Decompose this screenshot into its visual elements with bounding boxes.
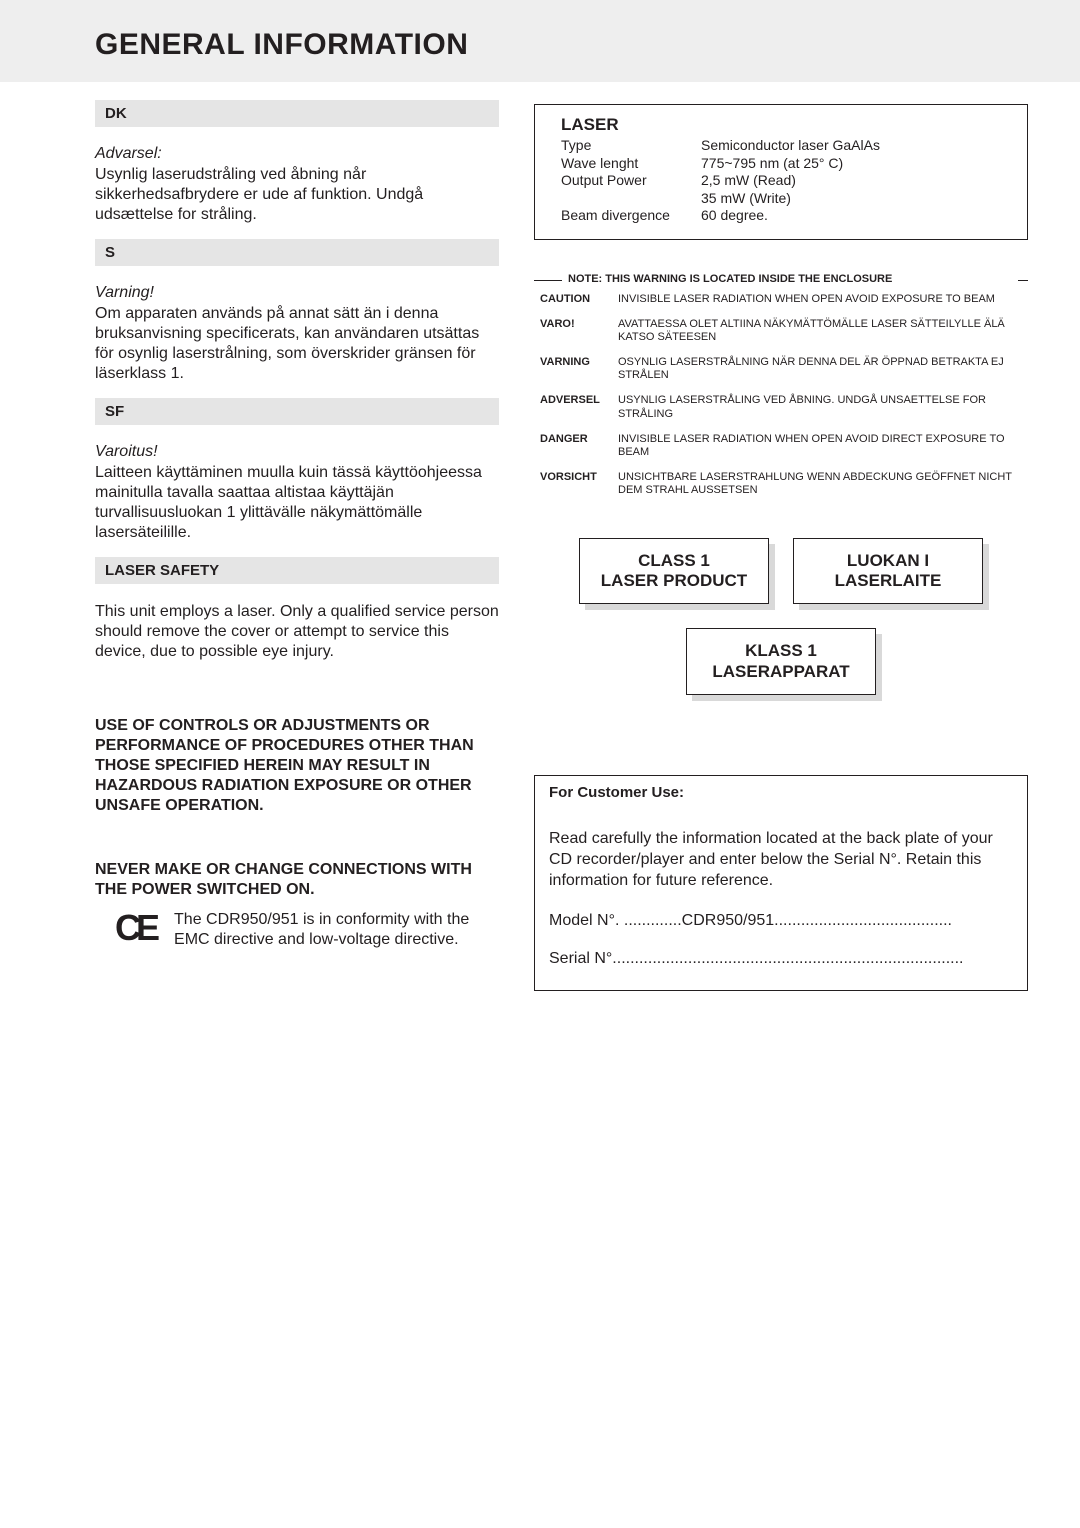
warn-text: USYNLIG LASERSTRÅLING VED ÅBNING. UNDGÅ … [618,394,1022,420]
klass-box: KLASS 1 LASERAPPARAT [686,628,876,695]
s-warning-title: Varning! [95,284,499,302]
class-labels-row1: CLASS 1 LASER PRODUCT LUOKAN I LASERLAIT… [534,538,1028,605]
warn-lang: DANGER [540,433,618,459]
enclosure-warning-box: NOTE: THIS WARNING IS LOCATED INSIDE THE… [534,280,1028,498]
luokan-line1: LUOKAN I [814,551,962,571]
class1-line1: CLASS 1 [600,551,748,571]
laser-value: 60 degree. [701,207,1009,225]
laser-label: Output Power [561,172,701,190]
sf-warning-body: Laitteen käyttäminen muulla kuin tässä k… [95,463,499,543]
luokan-box: LUOKAN I LASERLAITE [793,538,983,605]
laser-box: LASER TypeSemiconductor laser GaAlAs Wav… [534,104,1028,240]
laser-label: Wave lenght [561,155,701,173]
laser-value: Semiconductor laser GaAlAs [701,137,1009,155]
controls-warning: USE OF CONTROLS OR ADJUSTMENTS OR PERFOR… [95,716,499,816]
warn-lang: CAUTION [540,293,618,306]
laser-safety-header: LASER SAFETY [95,557,499,584]
laser-label: Type [561,137,701,155]
customer-use-box: For Customer Use: Read carefully the inf… [534,775,1028,990]
ce-mark-icon: C E [95,910,156,946]
enclosure-warning-title: NOTE: THIS WARNING IS LOCATED INSIDE THE… [562,273,1018,285]
customer-header: For Customer Use: [535,776,1027,811]
warn-lang: ADVERSEL [540,394,618,420]
warn-text: OSYNLIG LASERSTRÅLNING NÄR DENNA DEL ÄR … [618,356,1022,382]
sf-header: SF [95,398,499,425]
s-header: S [95,239,499,266]
laser-value: 2,5 mW (Read) [701,172,1009,190]
page-title: GENERAL INFORMATION [95,28,1080,62]
laser-label [561,190,701,208]
klass-line1: KLASS 1 [707,641,855,661]
right-column: LASER TypeSemiconductor laser GaAlAs Wav… [534,100,1028,991]
content: DK Advarsel: Usynlig laserudstråling ved… [0,100,1080,991]
warn-text: AVATTAESSA OLET ALTIINA NÄKYMÄTTÖMÄLLE L… [618,318,1022,344]
laser-label: Beam divergence [561,207,701,225]
klass-line2: LASERAPPARAT [707,662,855,682]
laser-safety-text: This unit employs a laser. Only a qualif… [95,602,499,662]
laser-value: 775~795 nm (at 25° C) [701,155,1009,173]
class-labels-row2: KLASS 1 LASERAPPARAT [534,628,1028,695]
serial-line: Serial N°...............................… [535,950,1027,968]
laser-table: TypeSemiconductor laser GaAlAs Wave leng… [561,137,1009,225]
ce-text: The CDR950/951 is in conformity with the… [174,910,499,950]
laser-value: 35 mW (Write) [701,190,1009,208]
power-warning: NEVER MAKE OR CHANGE CONNECTIONS WITH TH… [95,860,499,900]
dk-warning-title: Advarsel: [95,145,499,163]
warn-text: INVISIBLE LASER RADIATION WHEN OPEN AVOI… [618,433,1022,459]
class1-line2: LASER PRODUCT [600,571,748,591]
left-column: DK Advarsel: Usynlig laserudstråling ved… [95,100,499,991]
warn-text: INVISIBLE LASER RADIATION WHEN OPEN AVOI… [618,293,1022,306]
luokan-line2: LASERLAITE [814,571,962,591]
ce-row: C E The CDR950/951 is in conformity with… [95,910,499,950]
model-line: Model N°. .............CDR950/951.......… [535,912,1027,930]
customer-body: Read carefully the information located a… [535,811,1027,891]
class1-box: CLASS 1 LASER PRODUCT [579,538,769,605]
warn-lang: VORSICHT [540,471,618,497]
warn-lang: VARO! [540,318,618,344]
sf-warning-title: Varoitus! [95,443,499,461]
dk-warning-body: Usynlig laserudstråling ved åbning når s… [95,165,499,225]
warn-text: UNSICHTBARE LASERSTRAHLUNG WENN ABDECKUN… [618,471,1022,497]
dk-header: DK [95,100,499,127]
laser-box-title: LASER [561,115,1009,135]
page-header: GENERAL INFORMATION [0,0,1080,82]
warn-lang: VARNING [540,356,618,382]
s-warning-body: Om apparaten används på annat sätt än i … [95,304,499,384]
